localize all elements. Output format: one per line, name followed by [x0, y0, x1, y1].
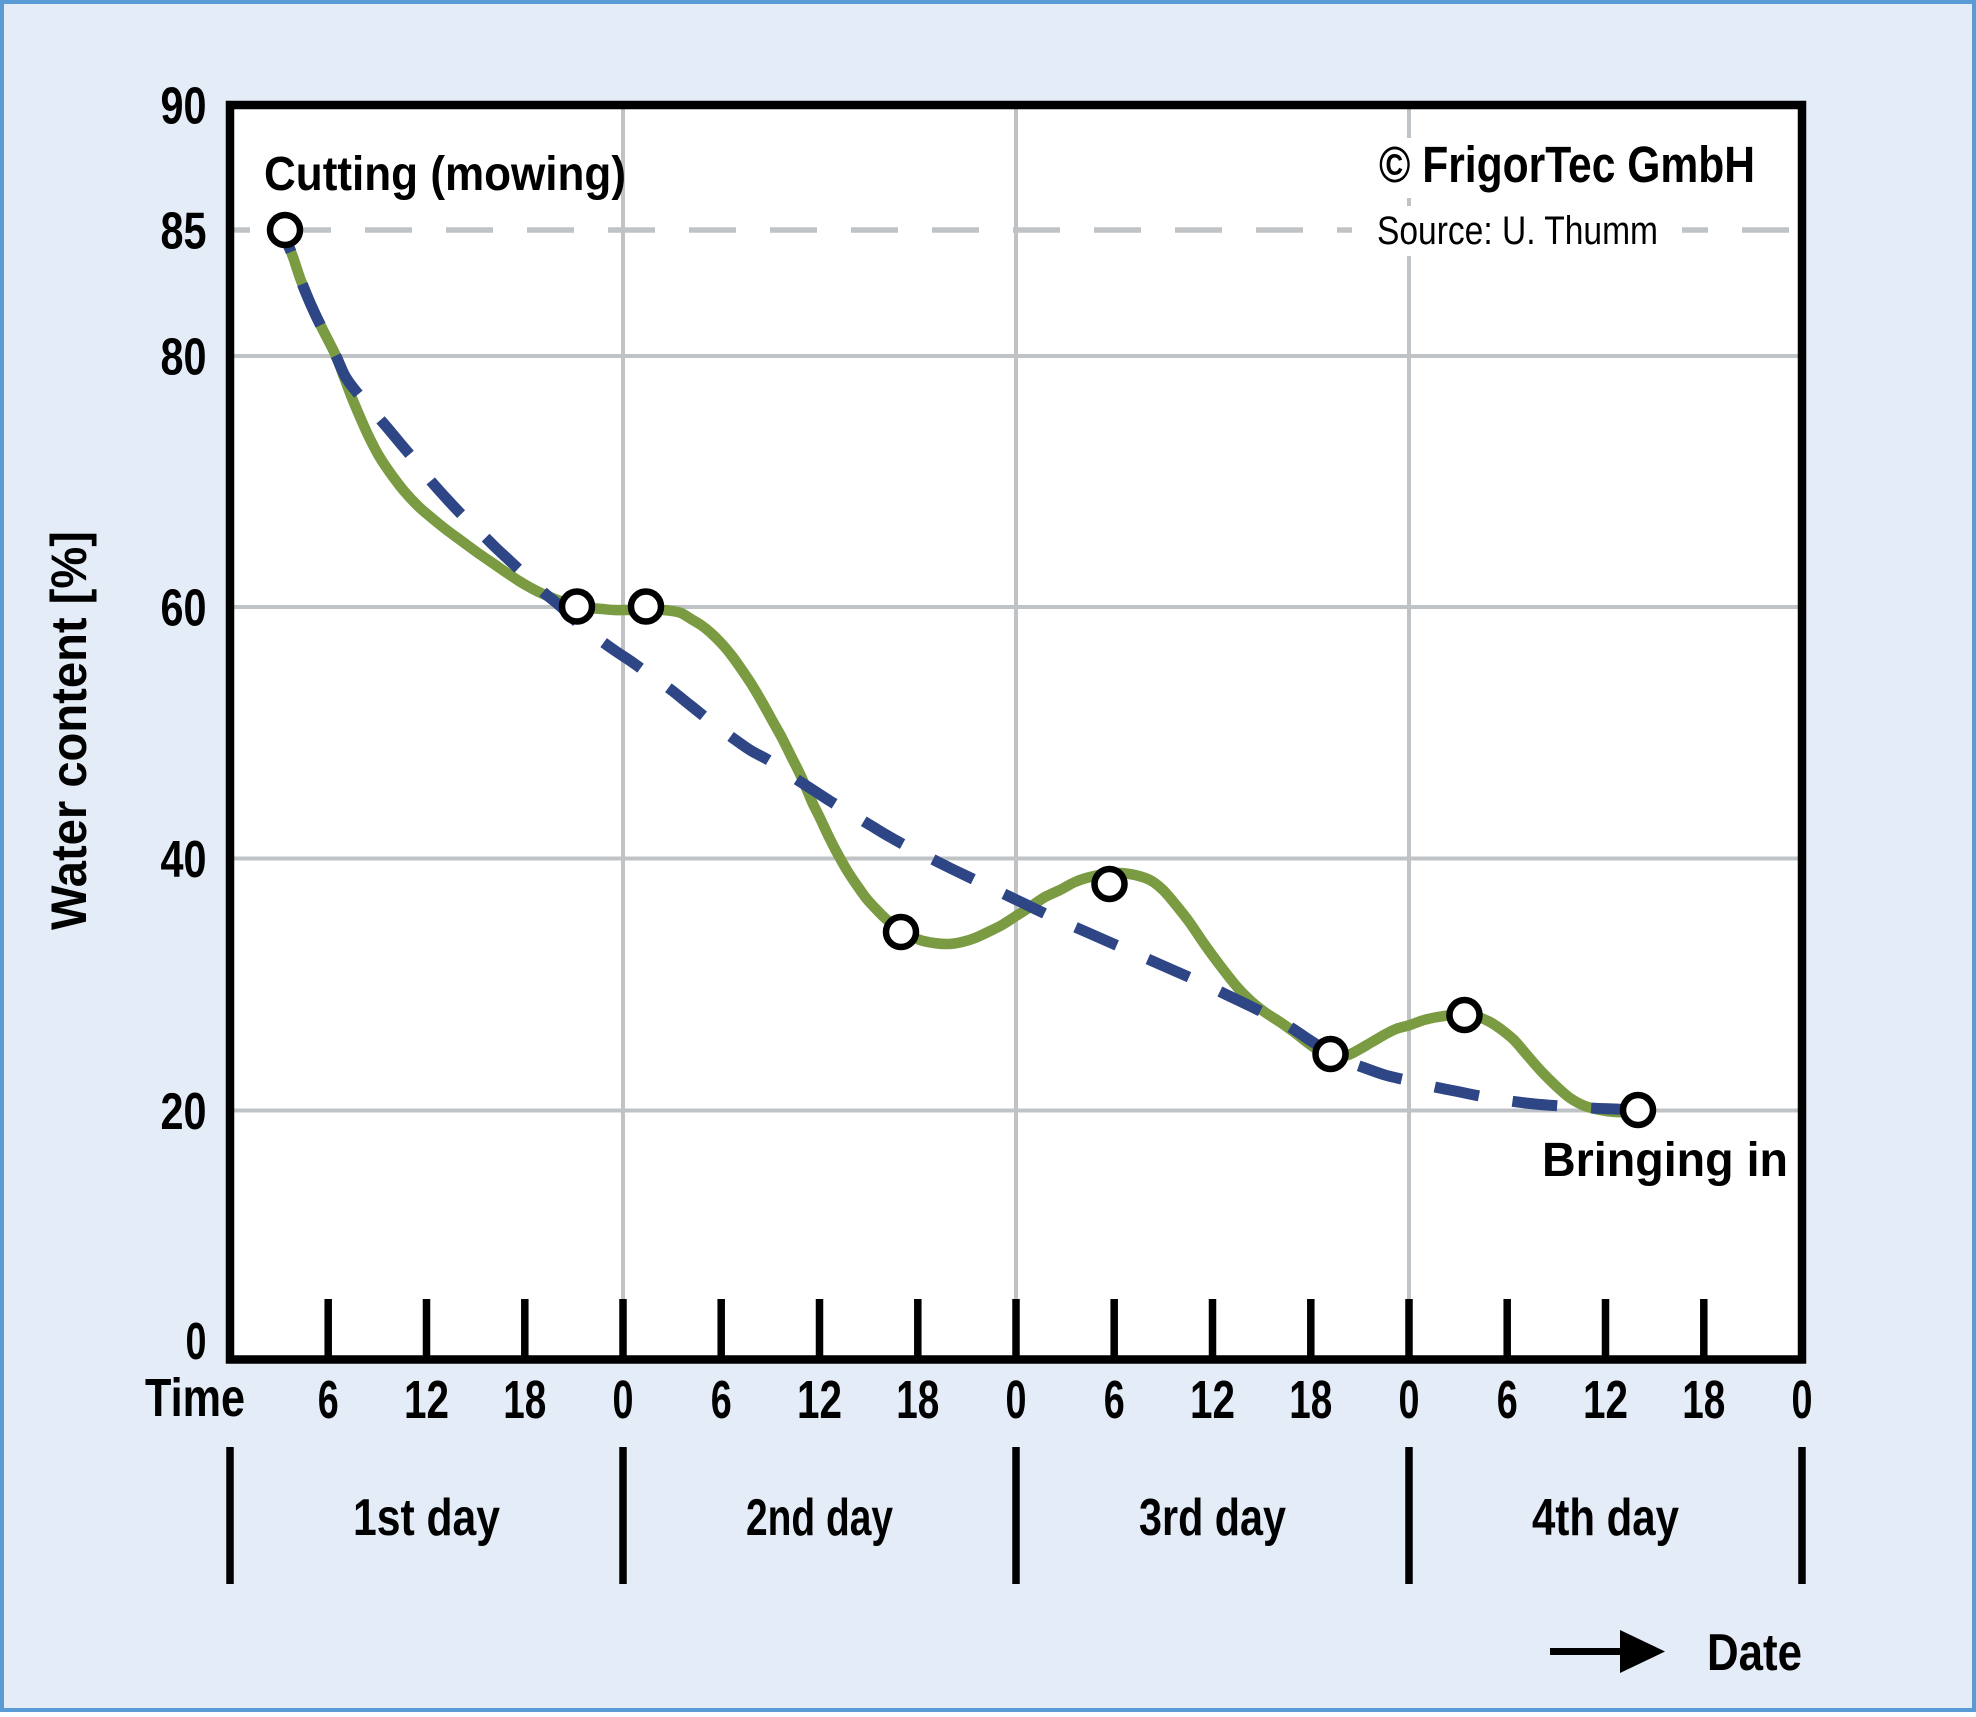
svg-text:20: 20 — [161, 1083, 207, 1141]
svg-text:6: 6 — [1104, 1370, 1125, 1430]
svg-text:80: 80 — [161, 329, 207, 387]
svg-text:© FrigorTec GmbH: © FrigorTec GmbH — [1379, 136, 1755, 193]
svg-text:12: 12 — [797, 1370, 842, 1430]
svg-text:Water content [%]: Water content [%] — [41, 531, 97, 930]
svg-text:85: 85 — [161, 203, 207, 261]
svg-text:0: 0 — [613, 1370, 634, 1430]
svg-text:6: 6 — [318, 1370, 339, 1430]
svg-text:12: 12 — [1583, 1370, 1628, 1430]
svg-text:12: 12 — [1190, 1370, 1235, 1430]
svg-text:18: 18 — [896, 1370, 939, 1430]
svg-text:0: 0 — [1399, 1370, 1420, 1430]
svg-text:18: 18 — [1682, 1370, 1725, 1430]
svg-text:12: 12 — [404, 1370, 449, 1430]
svg-text:1st day: 1st day — [353, 1489, 500, 1547]
svg-text:4th day: 4th day — [1532, 1489, 1679, 1547]
svg-text:Bringing in: Bringing in — [1542, 1134, 1788, 1187]
svg-text:18: 18 — [1289, 1370, 1332, 1430]
svg-text:18: 18 — [503, 1370, 546, 1430]
svg-text:90: 90 — [161, 78, 207, 136]
svg-text:Source: U. Thumm: Source: U. Thumm — [1377, 209, 1658, 253]
svg-text:0: 0 — [186, 1313, 207, 1371]
svg-text:40: 40 — [161, 831, 207, 889]
svg-text:0: 0 — [1006, 1370, 1027, 1430]
svg-text:Date: Date — [1707, 1624, 1802, 1682]
svg-text:60: 60 — [161, 580, 207, 638]
svg-text:6: 6 — [1497, 1370, 1518, 1430]
svg-text:6: 6 — [711, 1370, 732, 1430]
svg-text:3rd day: 3rd day — [1139, 1489, 1286, 1547]
svg-text:Time: Time — [145, 1368, 245, 1428]
svg-text:Cutting (mowing): Cutting (mowing) — [264, 148, 626, 201]
svg-text:0: 0 — [1792, 1370, 1813, 1430]
svg-text:2nd day: 2nd day — [746, 1489, 893, 1547]
